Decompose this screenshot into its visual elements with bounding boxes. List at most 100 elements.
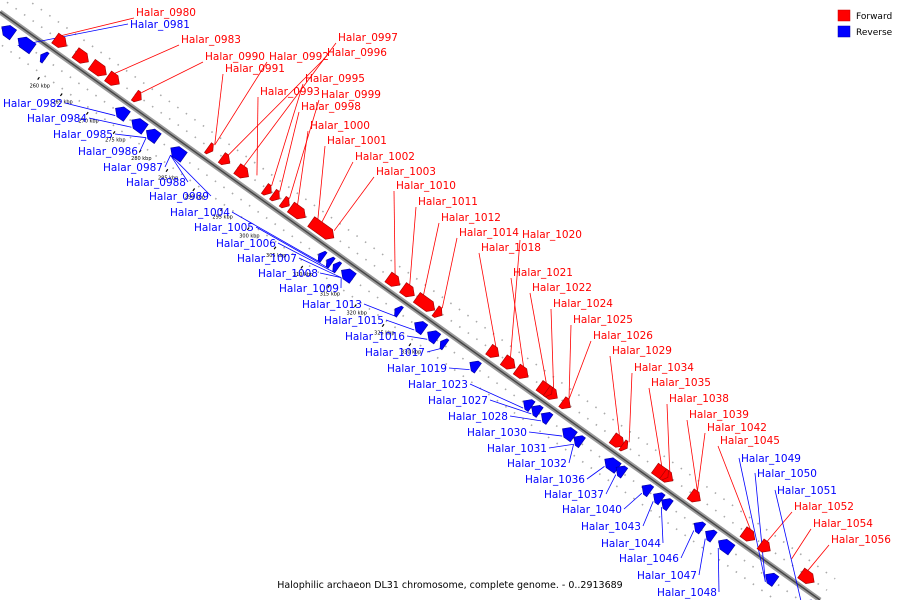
forward-gene	[558, 396, 571, 410]
leader-line	[317, 145, 326, 220]
leader-line	[605, 474, 617, 495]
reverse-gene-label: Halar_1017	[365, 347, 425, 359]
forward-gene	[307, 216, 335, 240]
reverse-gene	[765, 572, 780, 587]
forward-gene	[71, 47, 89, 64]
scale-tick	[220, 207, 223, 212]
reverse-gene	[332, 261, 343, 274]
scale-tick-label: 265 kbp	[52, 100, 72, 106]
leader-line	[754, 472, 766, 582]
reverse-gene-label: Halar_1043	[581, 521, 641, 533]
leader-line	[319, 272, 342, 278]
forward-gene	[797, 567, 815, 584]
reverse-gene	[325, 256, 336, 269]
scale-tick-label: 300 kbp	[239, 234, 259, 240]
leader-line	[680, 530, 695, 559]
scale-tick-label: 285 kbp	[158, 175, 178, 181]
leader-line	[114, 44, 180, 74]
reverse-gene	[705, 529, 718, 543]
reverse-gene-label: Halar_0986	[78, 146, 138, 158]
reverse-gene-label: Halar_1037	[544, 489, 604, 501]
forward-gene-label: Halar_1010	[396, 180, 456, 192]
legend-forward-swatch	[837, 9, 851, 22]
leader-line	[243, 42, 337, 167]
leader-line	[441, 237, 458, 309]
leader-line	[697, 432, 706, 492]
leader-line	[170, 154, 189, 183]
forward-gene-label: Halar_0995	[305, 73, 365, 85]
reverse-gene	[718, 539, 736, 556]
leader-line	[255, 226, 327, 268]
reverse-gene	[469, 360, 482, 374]
reverse-gene-label: Halar_0989	[149, 191, 209, 203]
forward-gene	[260, 183, 272, 196]
scale-tick	[85, 111, 89, 115]
forward-gene-label: Halar_1003	[376, 166, 436, 178]
leader-line	[385, 319, 415, 331]
forward-gene-label: Halar_0997	[338, 32, 398, 44]
leader-line	[64, 102, 116, 116]
scale-tick-label: 275 kbp	[105, 137, 125, 143]
reverse-gene-label: Halar_1030	[467, 427, 527, 439]
gene-layer	[1, 25, 815, 600]
forward-gene-label: Halar_1045	[720, 435, 780, 447]
leader-line	[469, 383, 524, 409]
forward-gene-label: Halar_0998	[301, 101, 361, 113]
forward-gene	[217, 152, 231, 166]
reverse-gene-label: Halar_1049	[741, 453, 801, 465]
leader-line	[698, 538, 706, 576]
reverse-gene-label: Halar_1019	[387, 363, 447, 375]
label-layer: Halar_0980 Halar_0983 Halar_0990 Halar_0992…	[3, 7, 891, 599]
scale-tick	[59, 93, 63, 97]
scale-tick	[37, 76, 40, 80]
forward-gene-label: Halar_1018	[481, 242, 541, 254]
leader-line	[426, 348, 441, 353]
leader-line	[298, 257, 342, 278]
leader-line	[509, 415, 542, 422]
reverse-gene-label: Halar_1048	[657, 587, 717, 599]
forward-gene-label: Halar_1022	[532, 282, 592, 294]
leader-line	[767, 511, 793, 542]
leader-line	[393, 190, 396, 275]
reverse-gene	[573, 435, 586, 449]
reverse-gene-label: Halar_1031	[487, 443, 547, 455]
forward-gene-label: Halar_1042	[707, 422, 767, 434]
scale-tick	[327, 284, 331, 288]
leader-line	[548, 443, 574, 449]
leader-line	[88, 117, 132, 128]
track-dots	[0, 43, 777, 600]
leader-line	[289, 99, 320, 199]
leader-line	[139, 137, 147, 152]
scale-tick-label: 320 kbp	[347, 311, 367, 317]
leader-line	[586, 466, 605, 480]
reverse-gene-label: Halar_1032	[507, 458, 567, 470]
reverse-gene	[17, 36, 37, 55]
forward-gene-label: Halar_1001	[327, 135, 387, 147]
forward-gene	[87, 58, 107, 77]
reverse-gene	[641, 484, 655, 498]
scale-tick-label: 325 kbp	[374, 330, 394, 336]
leader-line	[333, 176, 375, 231]
reverse-gene-label: Halar_1007	[237, 253, 297, 265]
reverse-gene-label: Halar_1036	[525, 474, 585, 486]
scale-tick-label: 280 kbp	[131, 156, 151, 162]
forward-gene-label: Halar_1054	[813, 518, 873, 530]
forward-gene-label: Halar_1012	[441, 212, 501, 224]
forward-gene-label: Halar_1000	[310, 120, 370, 132]
leader-line	[61, 17, 135, 36]
leader-line	[623, 492, 643, 510]
reverse-gene	[531, 405, 544, 418]
leader-line	[686, 419, 698, 492]
leader-line	[141, 61, 204, 93]
leader-layer	[17, 17, 830, 600]
reverse-gene	[1, 25, 18, 41]
reverse-gene-label: Halar_1015	[324, 315, 384, 327]
forward-gene-label: Halar_1052	[794, 501, 854, 513]
leader-line	[717, 547, 720, 593]
scale-tick-label: 315 kbp	[320, 291, 340, 297]
leader-line	[738, 457, 766, 582]
map-caption: Halophilic archaeon DL31 chromosome, com…	[277, 580, 622, 591]
leader-line	[717, 445, 751, 530]
reverse-gene-label: Halar_0984	[27, 113, 87, 125]
